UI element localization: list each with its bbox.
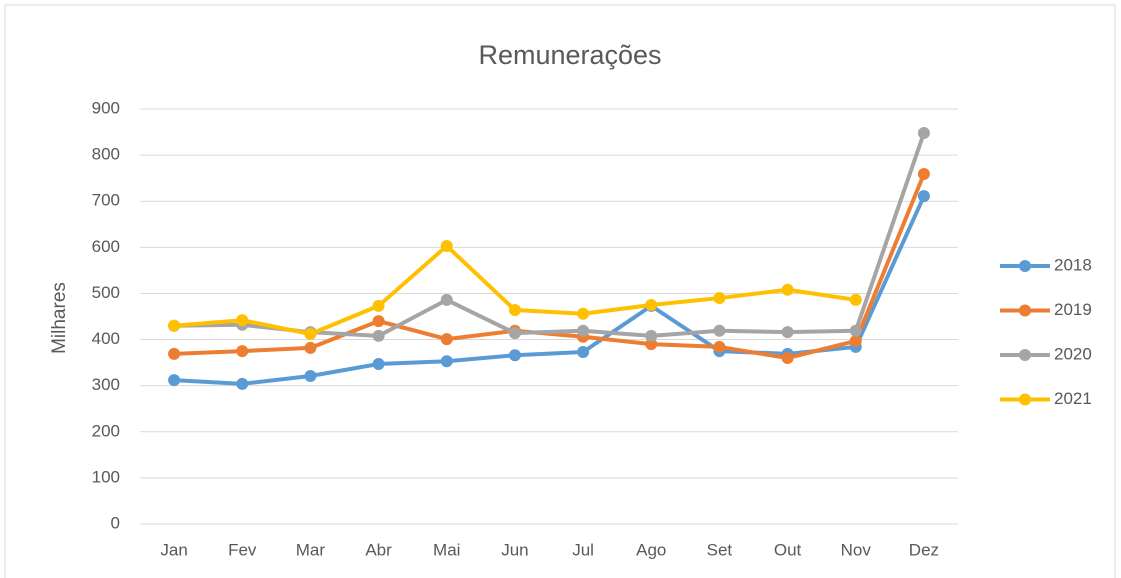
legend-label: 2021	[1054, 389, 1092, 408]
data-point	[713, 340, 726, 353]
data-point	[440, 333, 453, 346]
data-point	[236, 377, 249, 390]
x-tick-label: Ago	[636, 540, 666, 559]
y-tick-label: 400	[92, 329, 120, 348]
data-point	[577, 324, 590, 337]
data-point	[577, 346, 590, 359]
x-tick-label: Mai	[433, 540, 460, 559]
data-point	[372, 329, 385, 342]
data-point	[713, 324, 726, 337]
data-point	[304, 328, 317, 341]
y-axis-label: Milhares	[49, 282, 70, 354]
y-tick-label: 0	[111, 513, 120, 532]
data-point	[917, 190, 930, 203]
legend-marker	[1019, 304, 1031, 317]
y-tick-label: 100	[92, 467, 120, 486]
x-tick-label: Jun	[501, 540, 528, 559]
legend-label: 2018	[1054, 255, 1092, 274]
y-tick-label: 900	[92, 98, 120, 117]
x-tick-label: Abr	[365, 540, 392, 559]
y-tick-label: 500	[92, 283, 120, 302]
data-point	[168, 319, 181, 332]
y-tick-label: 800	[92, 145, 120, 164]
series-line	[173, 195, 926, 386]
data-point	[236, 345, 249, 358]
data-point	[168, 374, 181, 387]
data-point	[645, 338, 658, 351]
data-point	[440, 355, 453, 368]
x-tick-label: Nov	[841, 540, 872, 559]
data-point	[440, 239, 453, 252]
y-tick-label: 600	[92, 237, 120, 256]
data-point	[781, 326, 794, 339]
x-tick-label: Fev	[228, 540, 257, 559]
data-point	[508, 304, 521, 317]
chart-title: Remunerações	[478, 40, 661, 70]
data-point	[304, 369, 317, 382]
chart-border	[4, 4, 1116, 578]
data-point	[372, 315, 385, 328]
x-tick-label: Set	[707, 540, 733, 559]
y-tick-label: 200	[92, 421, 120, 440]
y-tick-label: 700	[92, 191, 120, 210]
x-tick-label: Jan	[160, 540, 187, 559]
data-point	[508, 327, 521, 340]
legend-marker	[1019, 260, 1031, 272]
x-tick-label: Dez	[909, 540, 939, 559]
data-point	[849, 293, 862, 306]
data-point	[781, 352, 794, 364]
legend-label: 2020	[1054, 344, 1092, 363]
data-point	[372, 357, 385, 370]
data-point	[849, 334, 862, 347]
legend-marker	[1019, 393, 1031, 406]
data-point	[917, 126, 930, 139]
data-point	[236, 314, 249, 327]
data-point	[577, 307, 590, 320]
data-point	[168, 347, 181, 360]
data-point	[304, 341, 317, 354]
data-point	[645, 298, 658, 311]
x-tick-label: Jul	[572, 540, 594, 559]
x-tick-label: Mar	[296, 540, 326, 559]
data-point	[645, 329, 658, 342]
data-point	[849, 324, 862, 337]
x-tick-label: Out	[774, 540, 802, 559]
legend-marker	[1019, 349, 1031, 361]
data-point	[781, 283, 794, 296]
data-point	[440, 293, 453, 306]
y-tick-label: 300	[92, 375, 120, 394]
data-point	[508, 349, 521, 362]
data-point	[917, 168, 930, 181]
data-point	[372, 299, 385, 312]
data-point	[713, 292, 726, 305]
legend-label: 2019	[1054, 300, 1092, 319]
